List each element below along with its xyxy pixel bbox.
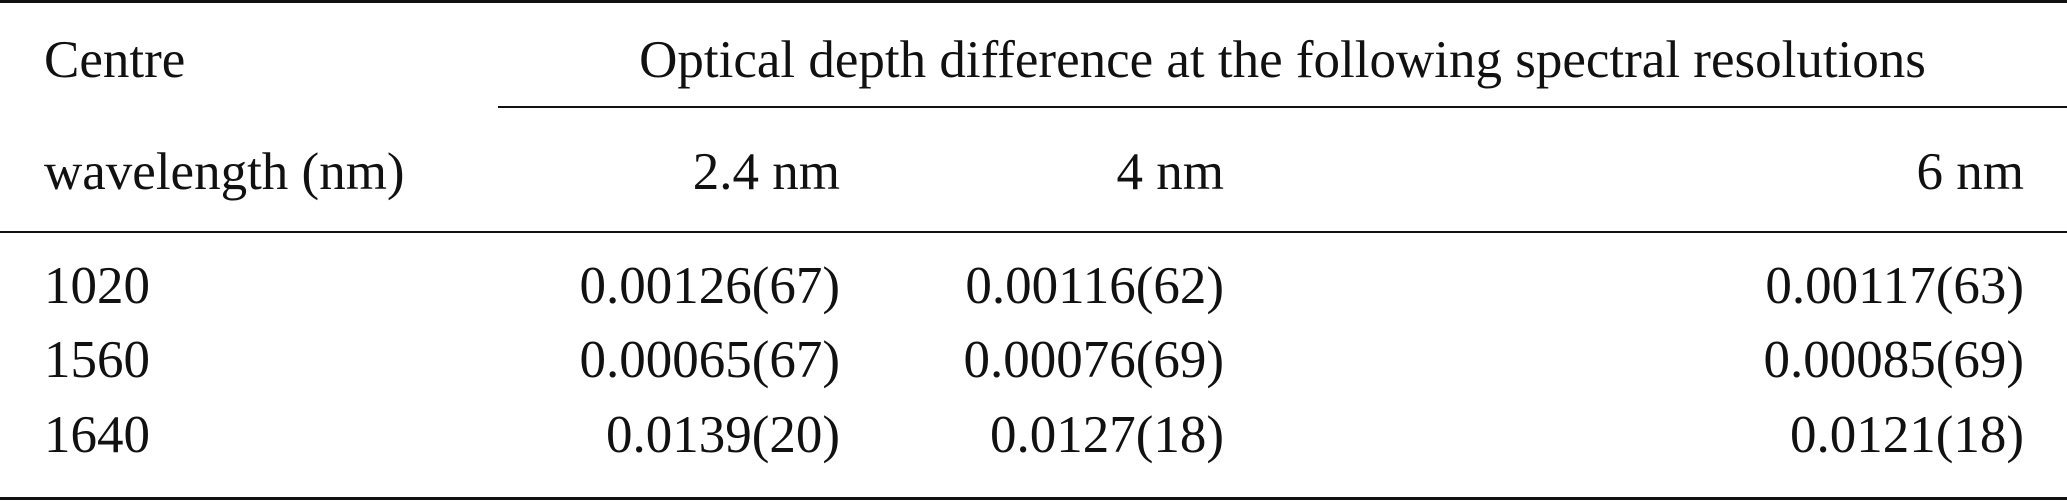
cell-wavelength: 1640 — [44, 406, 150, 464]
header-bottom-rule — [0, 231, 2067, 233]
table-row: 1560 0.00065(67) 0.00076(69) 0.00085(69) — [0, 334, 2067, 404]
header-resolution-4nm: 4 nm — [1116, 143, 1224, 201]
header-wavelength-label: wavelength (nm) — [44, 143, 405, 201]
header-resolution-2-4nm: 2.4 nm — [692, 143, 840, 201]
cell-value-6nm: 0.00117(63) — [1765, 257, 2024, 315]
cell-wavelength: 1560 — [44, 331, 150, 389]
header-group-label: Optical depth difference at the followin… — [639, 31, 1926, 89]
cell-value-2-4nm: 0.00065(67) — [579, 331, 840, 389]
header-resolution-6nm: 6 nm — [1916, 143, 2024, 201]
table-top-rule — [0, 0, 2067, 3]
cell-value-2-4nm: 0.00126(67) — [579, 257, 840, 315]
cell-value-4nm: 0.00116(62) — [965, 257, 1224, 315]
cell-value-4nm: 0.00076(69) — [963, 331, 1224, 389]
table-row: 1640 0.0139(20) 0.0127(18) 0.0121(18) — [0, 409, 2067, 479]
group-header-underline — [498, 106, 2067, 108]
cell-value-6nm: 0.00085(69) — [1763, 331, 2024, 389]
cell-wavelength: 1020 — [44, 257, 150, 315]
table-row: 1020 0.00126(67) 0.00116(62) 0.00117(63) — [0, 260, 2067, 330]
cell-value-6nm: 0.0121(18) — [1789, 406, 2024, 464]
cell-value-2-4nm: 0.0139(20) — [605, 406, 840, 464]
table-bottom-rule — [0, 497, 2067, 500]
header-centre-label: Centre — [44, 31, 186, 89]
cell-value-4nm: 0.0127(18) — [989, 406, 1224, 464]
